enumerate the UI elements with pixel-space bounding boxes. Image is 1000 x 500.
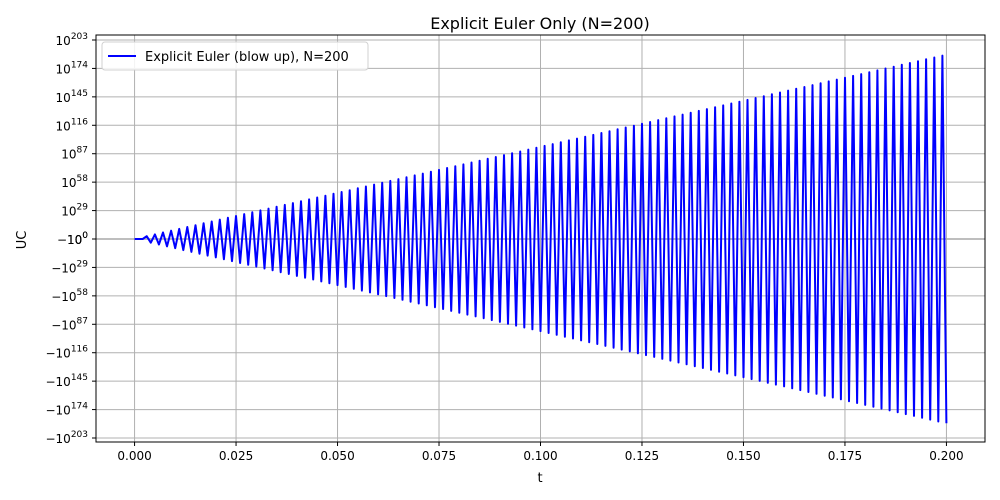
y-tick-label: −100 — [57, 231, 88, 247]
x-tick-label: 0.200 — [929, 449, 963, 463]
y-tick-label: 10145 — [56, 89, 88, 105]
y-tick-label: −1058 — [51, 288, 88, 304]
y-tick-label: −1029 — [51, 259, 88, 275]
y-tick-label: 1029 — [61, 203, 88, 219]
x-tick-label: 0.025 — [219, 449, 253, 463]
y-tick-label: −1087 — [51, 316, 88, 332]
y-tick-label: 10116 — [56, 117, 89, 133]
x-tick-label: 0.175 — [828, 449, 862, 463]
y-tick-label: 100 — [67, 231, 88, 247]
x-tick-label: 0.075 — [422, 449, 456, 463]
x-tick-label: 0.000 — [117, 449, 151, 463]
legend-label: Explicit Euler (blow up), N=200 — [145, 50, 349, 65]
y-axis-label: UC — [15, 231, 30, 250]
x-tick-label: 0.125 — [625, 449, 659, 463]
y-tick-label: −10174 — [45, 402, 88, 418]
chart-title: Explicit Euler Only (N=200) — [430, 14, 650, 33]
y-tick-label: −10203 — [45, 430, 88, 446]
legend-box — [101, 41, 369, 71]
x-axis-ticks: 0.000 0.025 0.050 0.075 0.100 0.125 0.150 0.175… — [117, 442, 964, 463]
y-tick-label: 1058 — [61, 174, 88, 190]
y-tick-label: 1087 — [61, 146, 88, 162]
y-tick-label: 10203 — [56, 32, 88, 48]
x-axis-label: t — [537, 471, 542, 486]
y-tick-label: −10116 — [45, 345, 88, 361]
x-tick-label: 0.050 — [320, 449, 354, 463]
legend: Explicit Euler (blow up), N=200 — [101, 41, 369, 71]
y-tick-label: 10174 — [56, 60, 89, 76]
x-tick-label: 0.100 — [523, 449, 557, 463]
y-tick-label: −10145 — [45, 373, 88, 389]
x-tick-label: 0.150 — [726, 449, 760, 463]
series-explicit-euler — [134, 54, 948, 424]
